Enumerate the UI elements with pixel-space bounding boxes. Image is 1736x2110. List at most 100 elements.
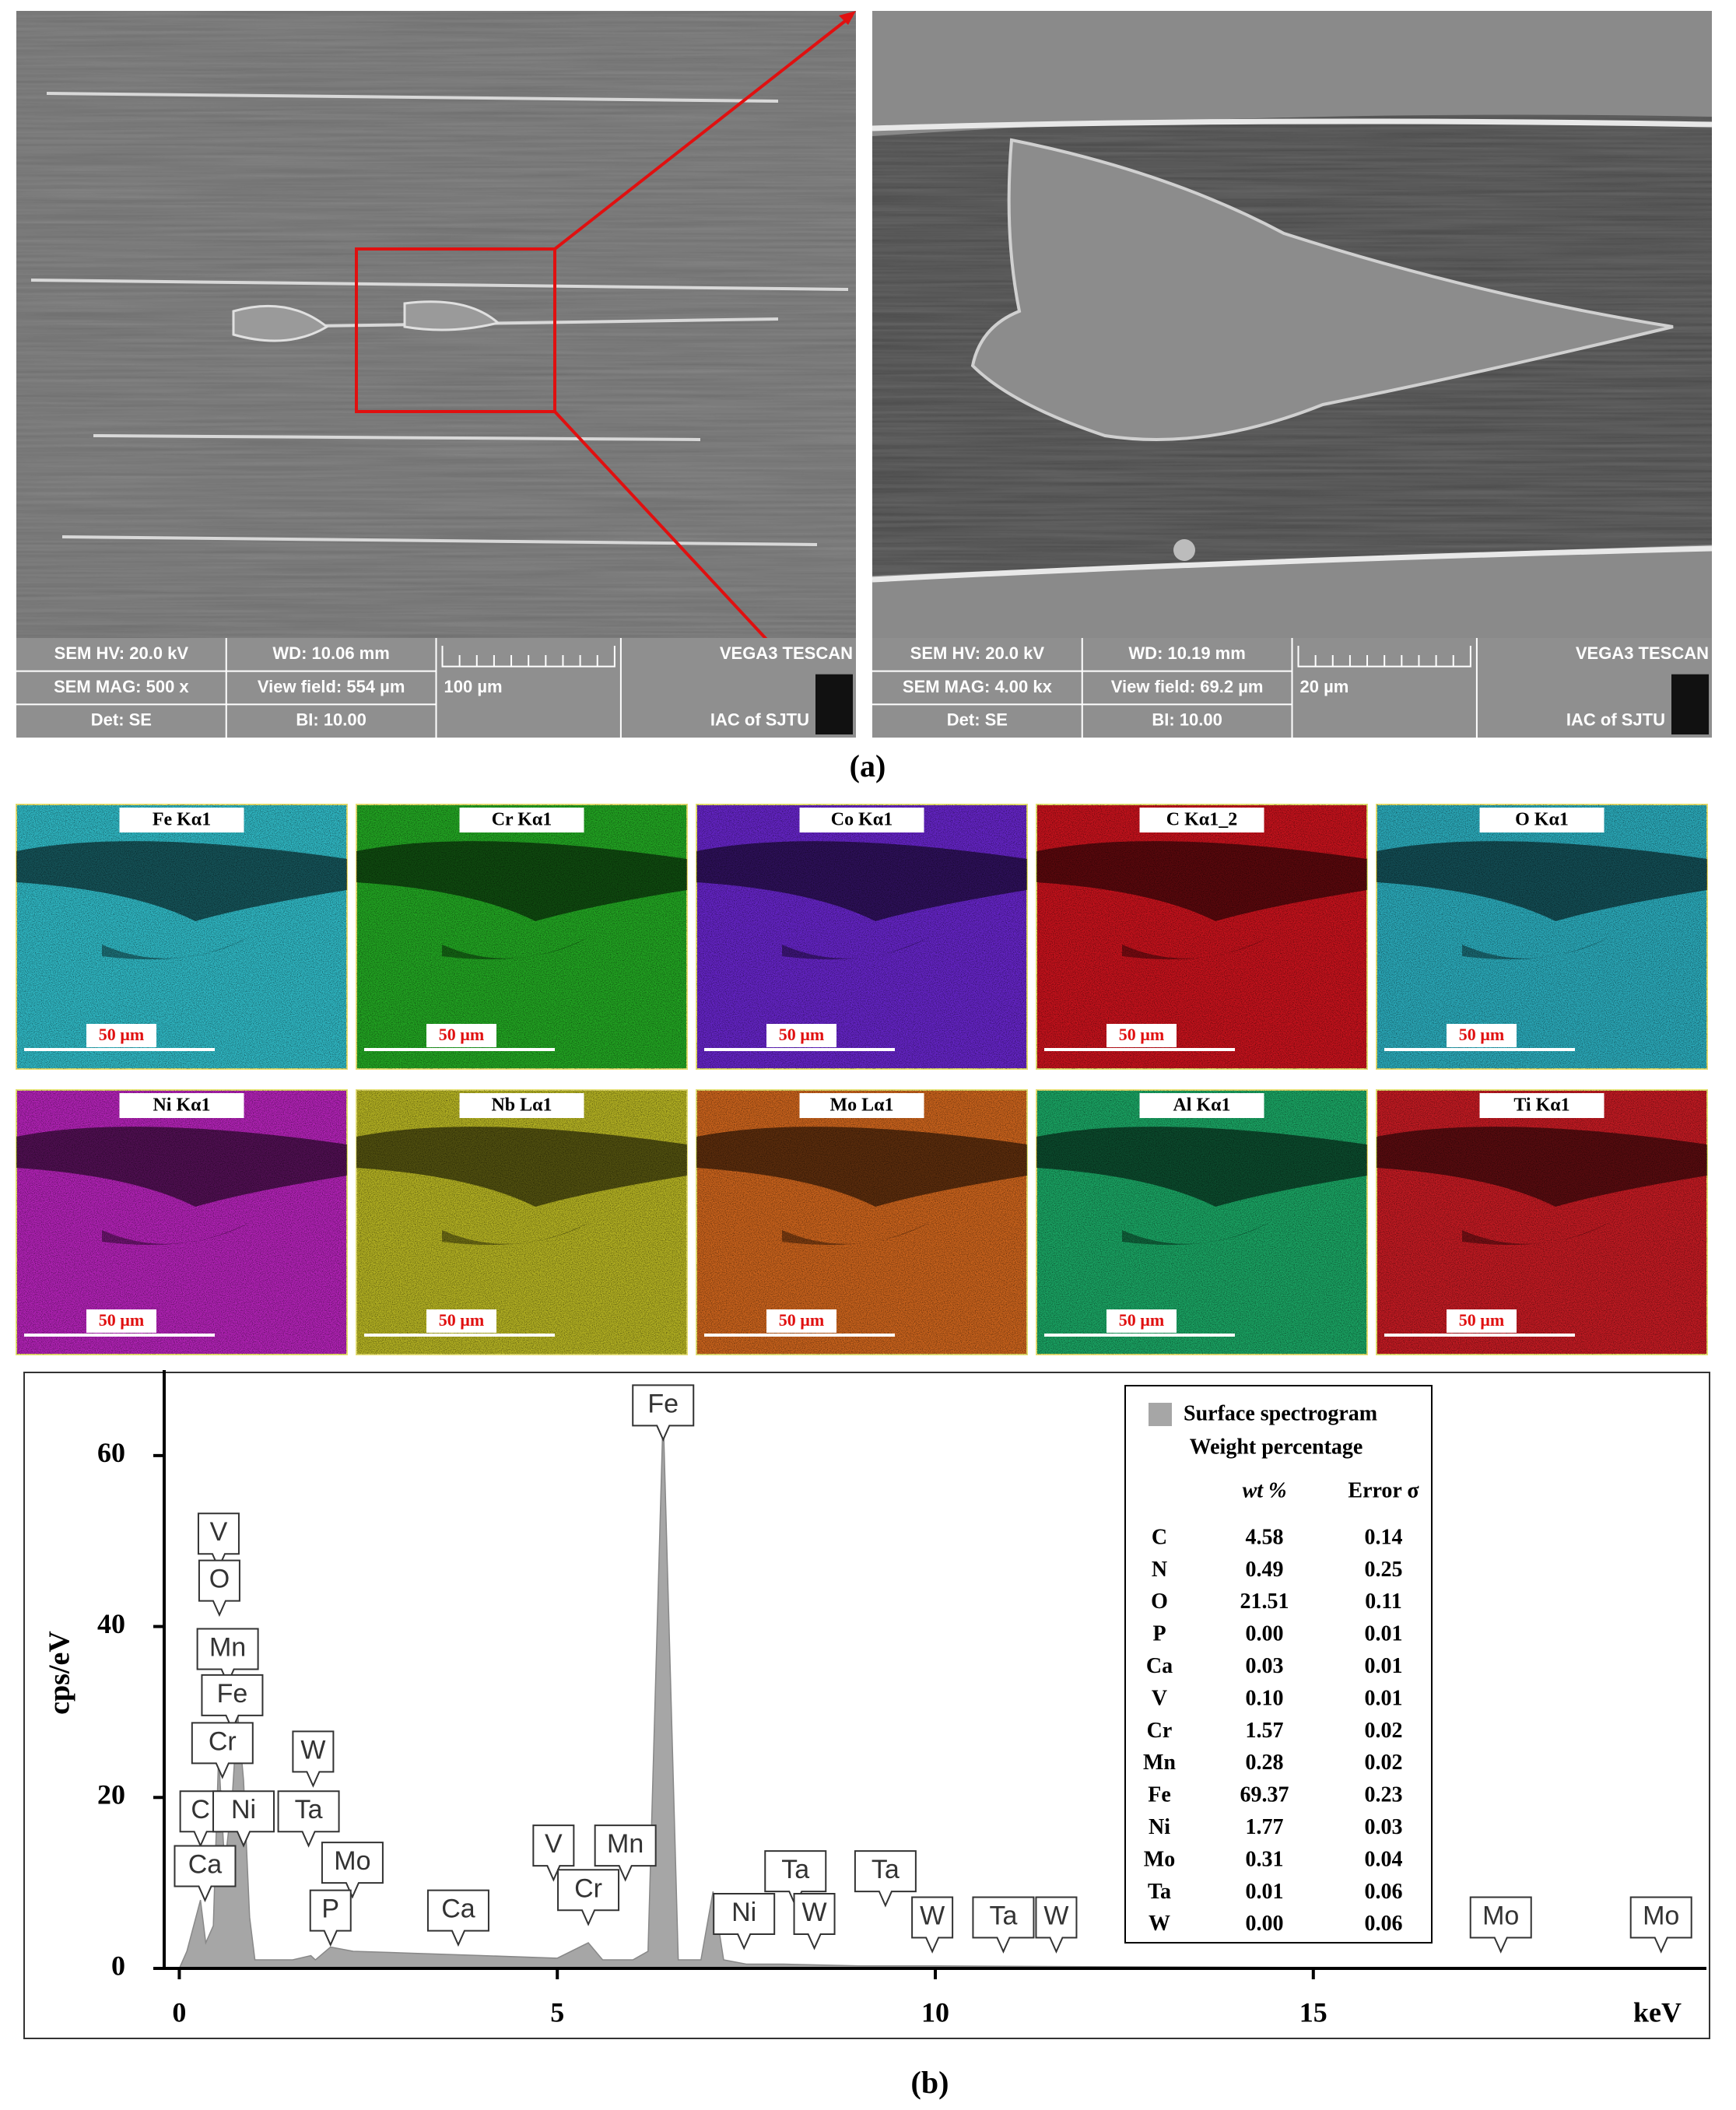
y-tick-label: 60	[97, 1437, 125, 1468]
map-title: C Kα1_2	[1166, 810, 1237, 830]
map-shadow	[102, 1222, 250, 1246]
info-text: 100 µm	[444, 677, 503, 696]
map-scale-label: 50 µm	[99, 1310, 145, 1330]
spectrum-area	[178, 1412, 1707, 1969]
table-cell: V	[1152, 1686, 1167, 1710]
table-cell: Mo	[1144, 1847, 1175, 1871]
map-scale-label: 50 µm	[779, 1025, 825, 1044]
table-cell: 0.04	[1365, 1847, 1403, 1871]
peak-label: Cr	[209, 1726, 237, 1756]
info-text: VEGA3 TESCAN	[720, 643, 853, 663]
peak-label: Ta	[989, 1901, 1017, 1930]
peak-label: Fe	[647, 1389, 679, 1418]
peak-label-box	[632, 1384, 695, 1442]
table-cell: Ta	[1148, 1880, 1171, 1904]
map-title: Al Kα1	[1173, 1095, 1230, 1116]
peak-label-box	[174, 1845, 237, 1903]
peak-label-box	[793, 1893, 836, 1951]
map-scale-box	[426, 1024, 496, 1047]
map-shadow	[1377, 841, 1707, 921]
table-cell: Ni	[1149, 1815, 1170, 1839]
map-shadow	[1377, 1127, 1707, 1207]
map-title-box	[799, 1093, 924, 1118]
x-tick-label: 10	[921, 1996, 949, 2028]
map-title: Nb Lα1	[491, 1095, 552, 1116]
table-cell: 1.77	[1246, 1815, 1284, 1839]
map-scale-box	[1447, 1024, 1517, 1047]
map-title: Co Kα1	[831, 810, 893, 830]
map-scale-label: 50 µm	[1119, 1310, 1165, 1330]
map-title-box	[1139, 808, 1264, 832]
eds-map: C Kα1_2 50 µm	[1036, 804, 1368, 1070]
info-text: WD: 10.19 mm	[1128, 643, 1245, 663]
peak-label-box	[426, 1889, 489, 1947]
peak-label-box	[557, 1869, 620, 1926]
table-cell: N	[1152, 1558, 1167, 1582]
map-shadow	[1036, 841, 1367, 921]
peak-label: V	[545, 1829, 563, 1859]
legend-swatch	[1149, 1403, 1172, 1426]
peak-label: Ni	[731, 1898, 756, 1927]
eds-map: Nb Lα1 50 µm	[356, 1089, 688, 1355]
peak-label: Mo	[1482, 1901, 1519, 1930]
map-shadow	[16, 841, 347, 921]
sem-image-left	[16, 11, 856, 638]
table-cell: 0.31	[1246, 1847, 1284, 1871]
peak-label: Mn	[209, 1632, 246, 1662]
info-text: View field: 554 µm	[258, 677, 405, 696]
map-scale-box	[1106, 1024, 1177, 1047]
map-shadow	[356, 1127, 687, 1207]
peak-label-box	[191, 1722, 254, 1779]
logo	[1671, 674, 1709, 734]
peak-label: Ta	[295, 1795, 323, 1824]
table-cell: O	[1151, 1590, 1168, 1614]
peak-label-box	[212, 1790, 275, 1848]
peak-label: Ta	[781, 1855, 809, 1884]
peak-label: W	[300, 1735, 325, 1765]
sem-image-right	[872, 11, 1713, 638]
map-shadow	[1462, 937, 1610, 960]
map-shadow	[696, 841, 1027, 921]
map-shadow	[782, 1222, 930, 1246]
peak-label: W	[920, 1901, 945, 1930]
map-title-box	[1479, 808, 1604, 832]
y-axis-label: cps/eV	[44, 1631, 76, 1715]
map-title: Fe Kα1	[153, 810, 211, 830]
eds-map: O Kα1 50 µm	[1376, 804, 1708, 1070]
x-axis-label: keV	[1633, 1996, 1682, 2028]
map-title-box	[1139, 1093, 1264, 1118]
map-shadow	[102, 937, 250, 960]
map-shadow	[1122, 937, 1270, 960]
map-shadow	[1122, 1222, 1270, 1246]
map-title: Ni Kα1	[153, 1095, 210, 1116]
table-cell: 0.01	[1246, 1880, 1284, 1904]
table-cell: 0.06	[1365, 1912, 1403, 1936]
map-scale-label: 50 µm	[1119, 1025, 1165, 1044]
map-scale-label: 50 µm	[439, 1310, 485, 1330]
map-scale-label: 50 µm	[439, 1025, 485, 1044]
map-scale-label: 50 µm	[779, 1310, 825, 1330]
info-text: VEGA3 TESCAN	[1576, 643, 1709, 663]
peak-label-box	[594, 1824, 657, 1882]
table-cell: 0.01	[1365, 1654, 1403, 1678]
eds-map: Ti Kα1 50 µm	[1376, 1089, 1708, 1355]
table-cell: 0.14	[1365, 1525, 1403, 1549]
peak-label: O	[209, 1565, 230, 1594]
map-scale-label: 50 µm	[1459, 1025, 1505, 1044]
table-cell: P	[1152, 1622, 1166, 1646]
peak-label: Mn	[607, 1829, 644, 1859]
table-cell: 0.01	[1365, 1686, 1403, 1710]
map-shadow	[442, 937, 590, 960]
map-shadow	[1462, 1222, 1610, 1246]
map-title-box	[119, 1093, 244, 1118]
chart-frame	[23, 1372, 1710, 2039]
map-scale-box	[1106, 1309, 1177, 1333]
table-cell: C	[1152, 1525, 1167, 1549]
eds-map: Co Kα1 50 µm	[696, 804, 1028, 1070]
peak-label: Fe	[217, 1679, 248, 1709]
table-cell: 0.00	[1246, 1622, 1284, 1646]
table-cell: Ca	[1146, 1654, 1173, 1678]
table-cell: 0.10	[1246, 1686, 1284, 1710]
x-tick-label: 15	[1299, 1996, 1327, 2028]
table-cell: 0.49	[1246, 1558, 1284, 1582]
